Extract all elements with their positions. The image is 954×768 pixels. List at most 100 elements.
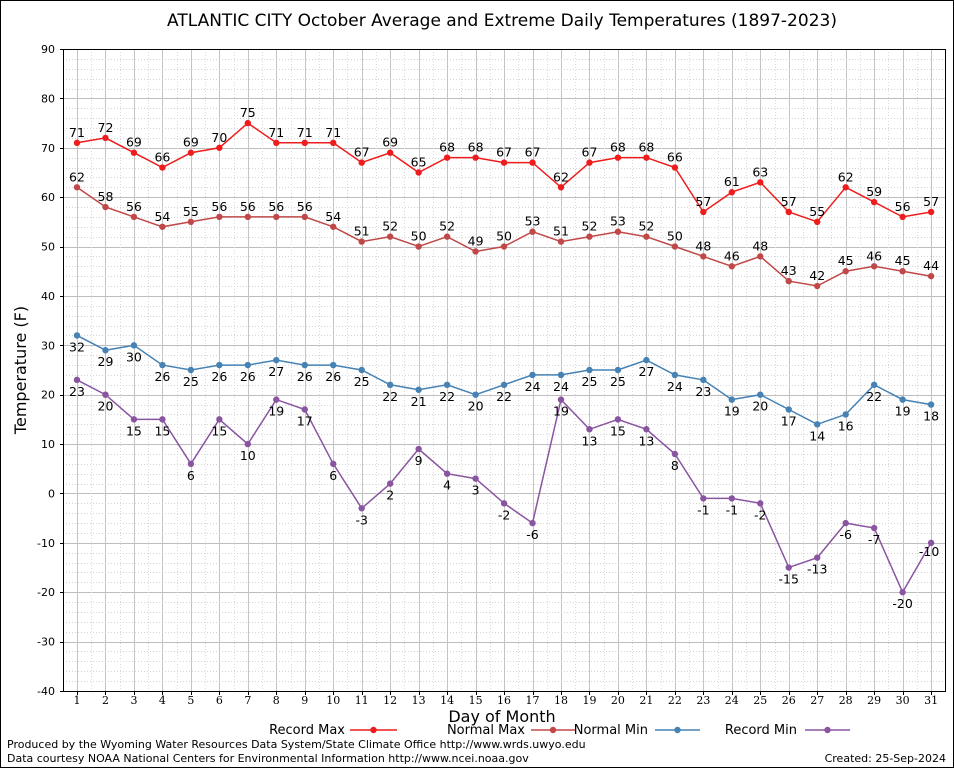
- data-label-record-min: 17: [297, 414, 313, 429]
- data-label-record-max: 67: [525, 145, 541, 160]
- data-label-normal-max: 56: [268, 199, 284, 214]
- data-label-normal-max: 46: [866, 248, 882, 263]
- data-label-normal-min: 22: [866, 389, 882, 404]
- data-label-normal-max: 52: [582, 219, 598, 234]
- data-label-record-max: 57: [695, 194, 711, 209]
- data-label-normal-max: 54: [154, 209, 170, 224]
- data-label-record-min: 15: [211, 423, 227, 438]
- data-point-record-max: [102, 134, 109, 142]
- data-point-record-min: [529, 519, 536, 527]
- series-record-min: 23 20 15 15 6 15 10 19 17 6 -3 2 9 4 3 -2 -6 19 13 15 13 8 -1 -…: [69, 376, 939, 611]
- data-point-record-min: [159, 416, 166, 423]
- x-tick-label: 29: [867, 694, 881, 707]
- data-label-record-min: 6: [187, 468, 195, 483]
- data-label-record-max: 66: [667, 150, 683, 165]
- y-tick-label: 70: [41, 142, 55, 155]
- series-normal-min: 32 29 30 26 25 26 26 27 26 26 25 22 21 22 20 22 24 24 25 25…: [69, 332, 939, 443]
- legend-label-normal-min: Normal Min: [574, 723, 648, 738]
- series-normal-max: 62 58 56 54 55 56 56 56 56 54 51 52 50 52 49 50 53 51 52 53…: [69, 169, 939, 290]
- x-tick-label: 5: [187, 694, 194, 707]
- data-label-record-max: 68: [610, 140, 626, 155]
- data-point-record-min: [757, 500, 764, 507]
- data-label-normal-max: 52: [638, 219, 654, 234]
- data-label-record-min: -1: [726, 502, 738, 517]
- x-tick-label: 25: [753, 694, 767, 707]
- data-point-record-max: [187, 149, 195, 156]
- data-point-record-max: [586, 159, 593, 166]
- data-point-record-min: [443, 470, 451, 477]
- data-point-normal-min: [187, 366, 195, 374]
- data-label-normal-min: 22: [439, 389, 455, 404]
- data-label-record-min: 15: [126, 423, 142, 438]
- grid: [63, 49, 945, 692]
- data-label-record-max: 55: [809, 204, 825, 219]
- data-point-normal-min: [842, 411, 849, 418]
- footer-created: Created: 25-Sep-2024: [825, 752, 946, 765]
- data-point-record-max: [273, 139, 280, 147]
- data-label-record-min: 13: [638, 433, 654, 448]
- data-label-normal-min: 27: [268, 364, 284, 379]
- x-axis-ticks: 1 2 3 4 5 6 7 8 9 10 11 12 13 14 15 16 17 18 19 20 21 22 23 24 2…: [74, 691, 938, 707]
- data-label-record-max: 68: [638, 140, 654, 155]
- data-point-normal-min: [500, 381, 508, 389]
- y-tick-label: -10: [37, 537, 55, 550]
- legend-marker-normal-min: [674, 726, 681, 734]
- data-point-normal-max: [273, 213, 280, 221]
- x-tick-label: 18: [554, 694, 568, 707]
- y-tick-label: 90: [41, 43, 55, 56]
- data-point-normal-max: [842, 268, 849, 275]
- data-point-record-max: [301, 139, 308, 147]
- data-label-record-max: 72: [98, 120, 114, 135]
- y-tick-label: -40: [37, 685, 55, 698]
- data-point-normal-max: [330, 223, 337, 230]
- data-label-normal-max: 56: [211, 199, 227, 214]
- data-label-normal-max: 53: [610, 214, 626, 229]
- x-tick-label: 26: [782, 694, 796, 707]
- x-tick-label: 15: [469, 694, 483, 707]
- data-label-record-max: 69: [183, 135, 199, 150]
- x-tick-label: 11: [355, 694, 369, 707]
- data-point-normal-min: [386, 381, 394, 389]
- series-record-max: 71 72 69 66 69 70 75 71 71 71 67 69 65 68 68 67 67 62 67 68…: [69, 105, 939, 226]
- data-label-record-min: -13: [807, 562, 827, 577]
- legend-label-record-min: Record Min: [725, 723, 797, 738]
- x-tick-label: 21: [639, 694, 653, 707]
- data-label-record-max: 67: [354, 145, 370, 160]
- data-point-normal-min: [814, 421, 821, 428]
- data-label-normal-min: 24: [525, 379, 541, 394]
- data-point-normal-max: [443, 233, 451, 240]
- data-point-record-min: [557, 396, 565, 403]
- data-point-normal-min: [102, 347, 109, 354]
- data-label-record-min: -7: [868, 532, 880, 547]
- data-point-record-max: [472, 154, 479, 161]
- data-label-record-max: 59: [866, 184, 882, 199]
- data-label-normal-min: 32: [69, 339, 85, 354]
- data-label-record-max: 71: [268, 125, 284, 140]
- data-point-normal-max: [73, 184, 81, 191]
- data-point-record-min: [216, 416, 223, 423]
- data-point-record-max: [728, 189, 736, 196]
- data-point-record-max: [899, 213, 906, 221]
- y-axis-label: Temperature (F): [11, 306, 30, 435]
- data-point-normal-min: [301, 361, 308, 369]
- data-point-record-max: [671, 164, 679, 171]
- data-point-normal-max: [927, 272, 935, 280]
- data-label-normal-max: 62: [69, 169, 85, 184]
- data-label-record-max: 62: [553, 169, 569, 184]
- data-label-normal-max: 52: [382, 219, 398, 234]
- data-label-record-max: 67: [496, 145, 512, 160]
- data-label-record-min: 23: [69, 384, 85, 399]
- data-point-normal-min: [415, 386, 422, 393]
- x-tick-label: 16: [497, 694, 511, 707]
- data-point-record-max: [785, 208, 792, 216]
- data-point-record-min: [814, 554, 821, 561]
- data-label-normal-min: 25: [354, 374, 370, 389]
- data-point-normal-min: [443, 381, 451, 389]
- data-label-normal-min: 19: [724, 404, 740, 419]
- data-point-record-min: [244, 440, 252, 448]
- data-label-record-max: 57: [923, 194, 939, 209]
- data-label-normal-min: 25: [183, 374, 199, 389]
- data-point-record-max: [386, 149, 394, 156]
- data-label-normal-max: 50: [667, 229, 683, 244]
- data-label-normal-min: 26: [211, 369, 227, 384]
